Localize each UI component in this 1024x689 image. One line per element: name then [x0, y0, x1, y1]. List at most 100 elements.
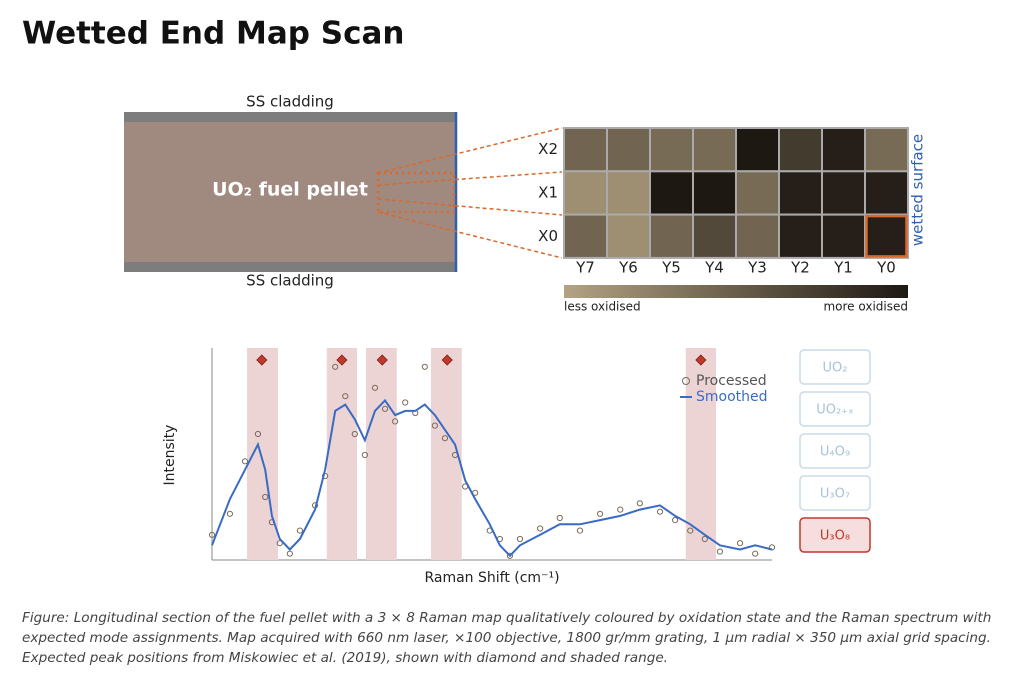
processed-point: [656, 508, 664, 515]
phase-button[interactable]: U₃O₈: [799, 517, 871, 553]
processed-point: [342, 393, 349, 400]
map-cell: [821, 170, 866, 216]
processed-point: [736, 540, 744, 547]
figure: Wetted End Map Scan SS cladding SS cladd…: [22, 16, 927, 587]
row-label: X0: [538, 227, 558, 245]
map-cell: [821, 127, 866, 173]
y-axis-label: Intensity: [162, 425, 178, 486]
column-label: Y0: [876, 259, 896, 277]
cladding-label: SS cladding: [246, 272, 334, 290]
map-cell: [692, 170, 737, 216]
map-cell: [735, 127, 780, 173]
map-cell: [649, 127, 694, 173]
phase-label[interactable]: UO₂: [823, 361, 848, 376]
processed-point: [716, 548, 724, 555]
legend-marker: [682, 377, 690, 385]
processed-point: [537, 525, 544, 532]
processed-point: [262, 493, 269, 501]
peak-marker: [695, 354, 707, 366]
colorbar-label: less oxidised: [564, 300, 641, 314]
processed-point: [636, 500, 643, 507]
row-label: X1: [538, 183, 558, 201]
phase-button-box[interactable]: [799, 349, 871, 385]
map-cell: [606, 127, 651, 173]
map-cell: [649, 170, 694, 216]
peak-marker: [441, 354, 453, 366]
processed-point: [516, 535, 524, 543]
processed-point: [431, 422, 438, 429]
peak-band: [326, 348, 358, 560]
smoothed-line: [211, 398, 773, 558]
map-cell: [692, 213, 737, 259]
processed-point: [701, 535, 708, 543]
cladding: [124, 112, 456, 122]
phase-label[interactable]: U₃O₇: [820, 487, 850, 502]
peak-marker: [376, 354, 388, 366]
legend-label: Processed: [696, 373, 767, 389]
peak-band: [366, 348, 397, 560]
cladding-label: SS cladding: [246, 93, 334, 111]
caption: Figure: Longitudinal section of the fuel…: [22, 610, 992, 666]
peak-band: [430, 348, 462, 560]
processed-point: [768, 544, 776, 551]
cladding: [124, 262, 456, 272]
processed-point: [361, 451, 368, 459]
phase-button-box[interactable]: [799, 433, 871, 469]
processed-point: [687, 527, 694, 534]
map-cell: [778, 127, 823, 173]
processed-point: [226, 510, 234, 517]
legend-label: Smoothed: [696, 389, 768, 405]
scan-region: [376, 171, 456, 214]
phase-label[interactable]: UO₂₊ₓ: [816, 403, 854, 418]
phase-button-box[interactable]: [799, 475, 871, 511]
processed-point: [286, 550, 293, 557]
map-cell: [864, 127, 909, 173]
processed-point: [596, 510, 604, 517]
processed-point: [752, 550, 759, 557]
peak-band: [247, 348, 279, 560]
processed-point: [296, 527, 304, 534]
processed-point: [241, 458, 249, 465]
processed-point: [351, 430, 358, 438]
column-label: Y2: [790, 259, 810, 277]
column-label: Y7: [575, 259, 595, 277]
peak-marker: [256, 354, 268, 366]
processed-point: [381, 405, 389, 412]
column-label: Y3: [747, 259, 767, 277]
column-label: Y5: [661, 259, 681, 277]
bands: [247, 348, 716, 560]
map-cell: [778, 170, 823, 216]
row-label: X2: [538, 140, 558, 158]
processed-point: [371, 384, 379, 391]
processed-point: [556, 514, 563, 522]
colorbar-label: more oxidised: [823, 300, 908, 314]
phase-button[interactable]: U₃O₇: [799, 475, 871, 511]
map-cell: [821, 213, 866, 259]
phase-button-box[interactable]: [799, 517, 871, 553]
map-cell: [606, 213, 651, 259]
processed-point: [208, 531, 216, 538]
colorbar: [564, 285, 908, 298]
processed-point: [441, 435, 449, 442]
map-cell: [563, 213, 608, 259]
column-label: Y6: [618, 259, 638, 277]
phase-label[interactable]: U₄O₉: [820, 445, 850, 460]
pellet-label: UO₂ fuel pellet: [212, 179, 368, 201]
phase-button-box[interactable]: [799, 391, 871, 427]
map-cell: [864, 170, 909, 216]
phase-button[interactable]: U₄O₉: [799, 433, 871, 469]
phase-button[interactable]: UO₂: [799, 349, 871, 385]
phase-button[interactable]: UO₂₊ₓ: [799, 391, 871, 427]
map-cell: [735, 213, 780, 259]
processed-point: [392, 418, 399, 425]
processed-point: [402, 399, 409, 406]
column-label: Y4: [704, 259, 724, 277]
processed-point: [332, 363, 339, 370]
processed-point: [617, 506, 624, 513]
map-cell: [563, 170, 608, 216]
map-cell: [735, 170, 780, 216]
column-label: Y1: [833, 259, 853, 277]
phase-label[interactable]: U₃O₈: [820, 529, 850, 544]
title: Wetted End Map Scan: [22, 16, 404, 52]
